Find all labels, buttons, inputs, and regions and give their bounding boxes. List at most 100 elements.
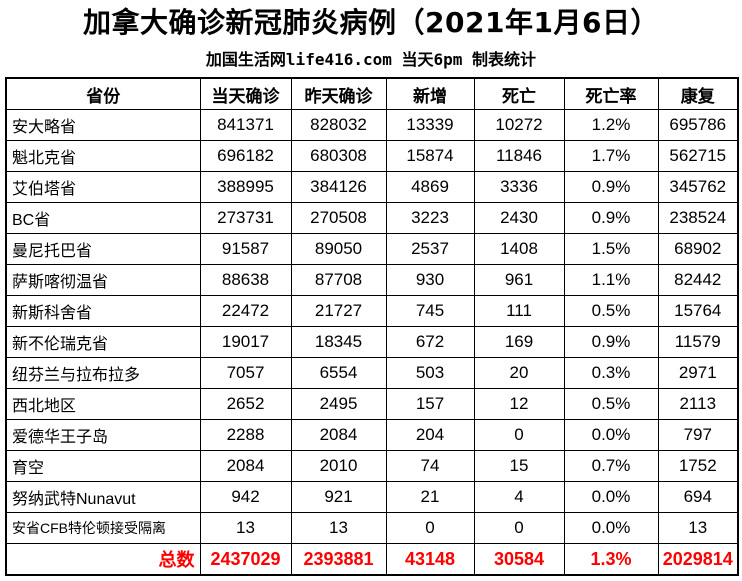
cell-death-rate: 1.1%: [563, 264, 659, 296]
table-row-yukon: 育空 2084 2010 74 15 0.7% 1752: [5, 450, 739, 482]
cell-today-confirmed: 88638: [199, 264, 292, 296]
cell-death-rate: 1.5%: [563, 233, 659, 265]
cell-yesterday-confirmed: 828032: [290, 109, 387, 141]
cell-recovered: 2113: [657, 388, 739, 420]
table-row-bc: BC省 273731 270508 3223 2430 0.9% 238524: [5, 202, 739, 234]
col-header-deaths: 死亡: [473, 77, 565, 110]
cell-yesterday-confirmed: 680308: [290, 140, 387, 172]
cell-new-cases: 21: [385, 481, 475, 513]
table-row-alberta: 艾伯塔省 388995 384126 4869 3336 0.9% 345762: [5, 171, 739, 203]
col-header-new-cases: 新增: [385, 77, 475, 110]
page-title: 加拿大确诊新冠肺炎病例（2021年1月6日）: [83, 6, 659, 39]
table-row-cfb-trenton: 安省CFB特伦顿接受隔离 13 13 0 0 0.0% 13: [5, 512, 739, 544]
cell-province: 纽芬兰与拉布拉多: [5, 357, 201, 389]
cell-province: 西北地区: [5, 388, 201, 420]
cell-recovered: 68902: [657, 233, 739, 265]
cell-new-cases: 15874: [385, 140, 475, 172]
cell-death-rate: 0.9%: [563, 326, 659, 358]
cell-death-rate: 0.3%: [563, 357, 659, 389]
cell-recovered: 82442: [657, 264, 739, 296]
cell-new-cases: 13339: [385, 109, 475, 141]
cell-deaths: 20: [473, 357, 565, 389]
cell-new-cases: 74: [385, 450, 475, 482]
cell-deaths: 961: [473, 264, 565, 296]
cell-deaths: 15: [473, 450, 565, 482]
cell-new-cases: 672: [385, 326, 475, 358]
cell-recovered: 11579: [657, 326, 739, 358]
cell-today-confirmed: 388995: [199, 171, 292, 203]
total-death-rate: 1.3%: [563, 543, 659, 576]
cell-yesterday-confirmed: 270508: [290, 202, 387, 234]
cell-death-rate: 0.5%: [563, 295, 659, 327]
cell-new-cases: 503: [385, 357, 475, 389]
table-row-newfoundland-labrador: 纽芬兰与拉布拉多 7057 6554 503 20 0.3% 2971: [5, 357, 739, 389]
table-row-quebec: 魁北克省 696182 680308 15874 11846 1.7% 5627…: [5, 140, 739, 172]
cell-deaths: 1408: [473, 233, 565, 265]
cell-deaths: 12: [473, 388, 565, 420]
cell-today-confirmed: 19017: [199, 326, 292, 358]
cell-province: 艾伯塔省: [5, 171, 201, 203]
cell-deaths: 11846: [473, 140, 565, 172]
cell-province: 萨斯喀彻温省: [5, 264, 201, 296]
total-yesterday-confirmed: 2393881: [290, 543, 387, 576]
cell-death-rate: 0.9%: [563, 171, 659, 203]
cell-new-cases: 3223: [385, 202, 475, 234]
table-row-nunavut: 努纳武特Nunavut 942 921 21 4 0.0% 694: [5, 481, 739, 513]
cell-today-confirmed: 2652: [199, 388, 292, 420]
table-row-manitoba: 曼尼托巴省 91587 89050 2537 1408 1.5% 68902: [5, 233, 739, 265]
cell-province: 安大略省: [5, 109, 201, 141]
cell-new-cases: 2537: [385, 233, 475, 265]
cell-death-rate: 0.0%: [563, 512, 659, 544]
table-row-nova-scotia: 新斯科舍省 22472 21727 745 111 0.5% 15764: [5, 295, 739, 327]
cell-province: 魁北克省: [5, 140, 201, 172]
cell-recovered: 15764: [657, 295, 739, 327]
cell-death-rate: 0.0%: [563, 419, 659, 451]
cell-new-cases: 745: [385, 295, 475, 327]
cell-deaths: 3336: [473, 171, 565, 203]
total-deaths: 30584: [473, 543, 565, 576]
cell-yesterday-confirmed: 6554: [290, 357, 387, 389]
subtitle: 加国生活网life416.com 当天6pm 制表统计: [205, 50, 537, 69]
col-header-death-rate: 死亡率: [563, 77, 659, 110]
cell-yesterday-confirmed: 2084: [290, 419, 387, 451]
total-label: 总数: [5, 543, 201, 576]
col-header-recovered: 康复: [657, 77, 739, 110]
cell-recovered: 1752: [657, 450, 739, 482]
cell-death-rate: 0.0%: [563, 481, 659, 513]
total-recovered: 2029814: [657, 543, 739, 576]
cell-recovered: 238524: [657, 202, 739, 234]
table-row-ontario: 安大略省 841371 828032 13339 10272 1.2% 6957…: [5, 109, 739, 141]
cell-province: 新斯科舍省: [5, 295, 201, 327]
cell-recovered: 2971: [657, 357, 739, 389]
total-row: 总数 2437029 2393881 43148 30584 1.3% 2029…: [5, 543, 739, 576]
cell-recovered: 13: [657, 512, 739, 544]
cell-province: 新不伦瑞克省: [5, 326, 201, 358]
cell-new-cases: 204: [385, 419, 475, 451]
cell-today-confirmed: 91587: [199, 233, 292, 265]
cell-deaths: 2430: [473, 202, 565, 234]
cell-death-rate: 1.7%: [563, 140, 659, 172]
cell-recovered: 695786: [657, 109, 739, 141]
header-row: 省份 当天确诊 昨天确诊 新增 死亡 死亡率 康复: [5, 77, 739, 110]
cell-recovered: 562715: [657, 140, 739, 172]
cell-deaths: 0: [473, 512, 565, 544]
cell-today-confirmed: 942: [199, 481, 292, 513]
cell-yesterday-confirmed: 87708: [290, 264, 387, 296]
cell-deaths: 169: [473, 326, 565, 358]
table-row-pei: 爱德华王子岛 2288 2084 204 0 0.0% 797: [5, 419, 739, 451]
col-header-yesterday-confirmed: 昨天确诊: [290, 77, 387, 110]
cell-recovered: 797: [657, 419, 739, 451]
cell-death-rate: 1.2%: [563, 109, 659, 141]
col-header-province: 省份: [5, 77, 201, 110]
cell-yesterday-confirmed: 89050: [290, 233, 387, 265]
cell-province: 安省CFB特伦顿接受隔离: [5, 512, 201, 544]
cell-province: BC省: [5, 202, 201, 234]
table-row-saskatchewan: 萨斯喀彻温省 88638 87708 930 961 1.1% 82442: [5, 264, 739, 296]
cell-deaths: 10272: [473, 109, 565, 141]
cell-today-confirmed: 273731: [199, 202, 292, 234]
cell-province: 育空: [5, 450, 201, 482]
cell-death-rate: 0.5%: [563, 388, 659, 420]
cell-deaths: 111: [473, 295, 565, 327]
cell-recovered: 345762: [657, 171, 739, 203]
